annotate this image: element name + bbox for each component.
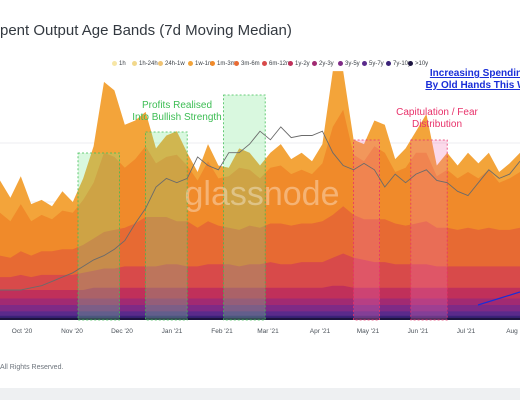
legend-label: 6m-12m (269, 61, 292, 67)
watermark: glassnode (184, 175, 339, 213)
annotation-text: Distribution (412, 119, 462, 130)
legend-label: 1w-1m (195, 61, 214, 67)
copyright-footer: All Rights Reserved. (0, 364, 64, 371)
legend-label: 3y-5y (345, 61, 360, 67)
legend-swatch (234, 60, 239, 66)
legend-item[interactable]: 6m-12m (262, 60, 291, 68)
x-tick-label: Dec '20 (111, 328, 133, 335)
highlight-box (410, 139, 448, 321)
legend-swatch (262, 60, 267, 66)
area-10y (0, 317, 520, 320)
x-tick-label: May '21 (357, 328, 380, 335)
legend-swatch (210, 60, 215, 66)
x-tick-label: Oct '20 (12, 328, 33, 335)
legend-swatch (158, 60, 163, 66)
legend-swatch (288, 60, 293, 66)
x-tick-label: Aug (506, 328, 518, 335)
x-tick-label: Mar '21 (257, 328, 279, 335)
highlight-box (353, 139, 381, 321)
legend-swatch (408, 60, 413, 66)
legend-item[interactable]: 3y-5y (338, 60, 360, 68)
legend-item[interactable]: 1h (112, 60, 126, 68)
legend-item[interactable]: 5y-7y (362, 60, 384, 68)
legend-swatch (312, 60, 317, 66)
legend-item[interactable]: >10y (408, 60, 428, 68)
x-tick-label: Jan '21 (162, 328, 183, 335)
annotation-text: Into Bullish Strength (132, 112, 222, 123)
legend-swatch (188, 60, 193, 66)
trend-line (477, 291, 520, 306)
legend-label: >10y (415, 61, 429, 67)
highlight-box (223, 94, 266, 321)
legend-label: 2y-3y (319, 61, 334, 67)
legend-swatch (112, 60, 117, 66)
legend-item[interactable]: 7y-10y (386, 60, 411, 68)
price-line (0, 126, 520, 291)
legend-item[interactable]: 2y-3y (312, 60, 334, 68)
annotation-text: Capitulation / Fear (396, 107, 478, 118)
legend-item[interactable]: 3m-6m (234, 60, 260, 68)
legend-item[interactable]: 1y-2y (288, 60, 310, 68)
legend-label: 1h-24h (139, 61, 158, 67)
highlight-box (77, 152, 120, 321)
legend-swatch (362, 60, 367, 66)
legend-label: 7y-10y (393, 61, 412, 67)
annotation-text: By Old Hands This W (425, 80, 520, 91)
legend-item[interactable]: 1w-1m (188, 60, 213, 68)
legend-swatch (338, 60, 343, 66)
legend-label: 3m-6m (241, 61, 260, 67)
legend-item[interactable]: 1h-24h (132, 60, 158, 68)
legend-swatch (132, 60, 137, 66)
legend-label: 1m-3m (217, 61, 236, 67)
legend-label: 5y-7y (369, 61, 384, 67)
highlight-box (145, 131, 188, 321)
legend-label: 1h (119, 61, 126, 67)
x-tick-label: Nov '20 (61, 328, 83, 335)
legend-label: 1y-2y (295, 61, 310, 67)
chart-title: pent Output Age Bands (7d Moving Median) (0, 22, 292, 39)
x-tick-label: Jun '21 (408, 328, 429, 335)
legend-item[interactable]: 1m-3m (210, 60, 236, 68)
legend-swatch (386, 60, 391, 66)
legend-label: 24h-1w (165, 61, 185, 67)
x-tick-label: Jul '21 (457, 328, 476, 335)
annotation-text: Profits Realised (142, 100, 212, 111)
x-tick-label: Feb '21 (211, 328, 233, 335)
annotation-text: Increasing Spendin (430, 68, 520, 79)
chart-legend: 1h 1h-24h 24h-1w 1w-1m 1m-3m 3m-6m 6m-12m 1y-2y… (112, 60, 520, 72)
legend-item[interactable]: 24h-1w (158, 60, 185, 68)
x-tick-label: Apr '21 (310, 328, 331, 335)
chart-card: pent Output Age Bands (7d Moving Median)… (0, 0, 520, 388)
